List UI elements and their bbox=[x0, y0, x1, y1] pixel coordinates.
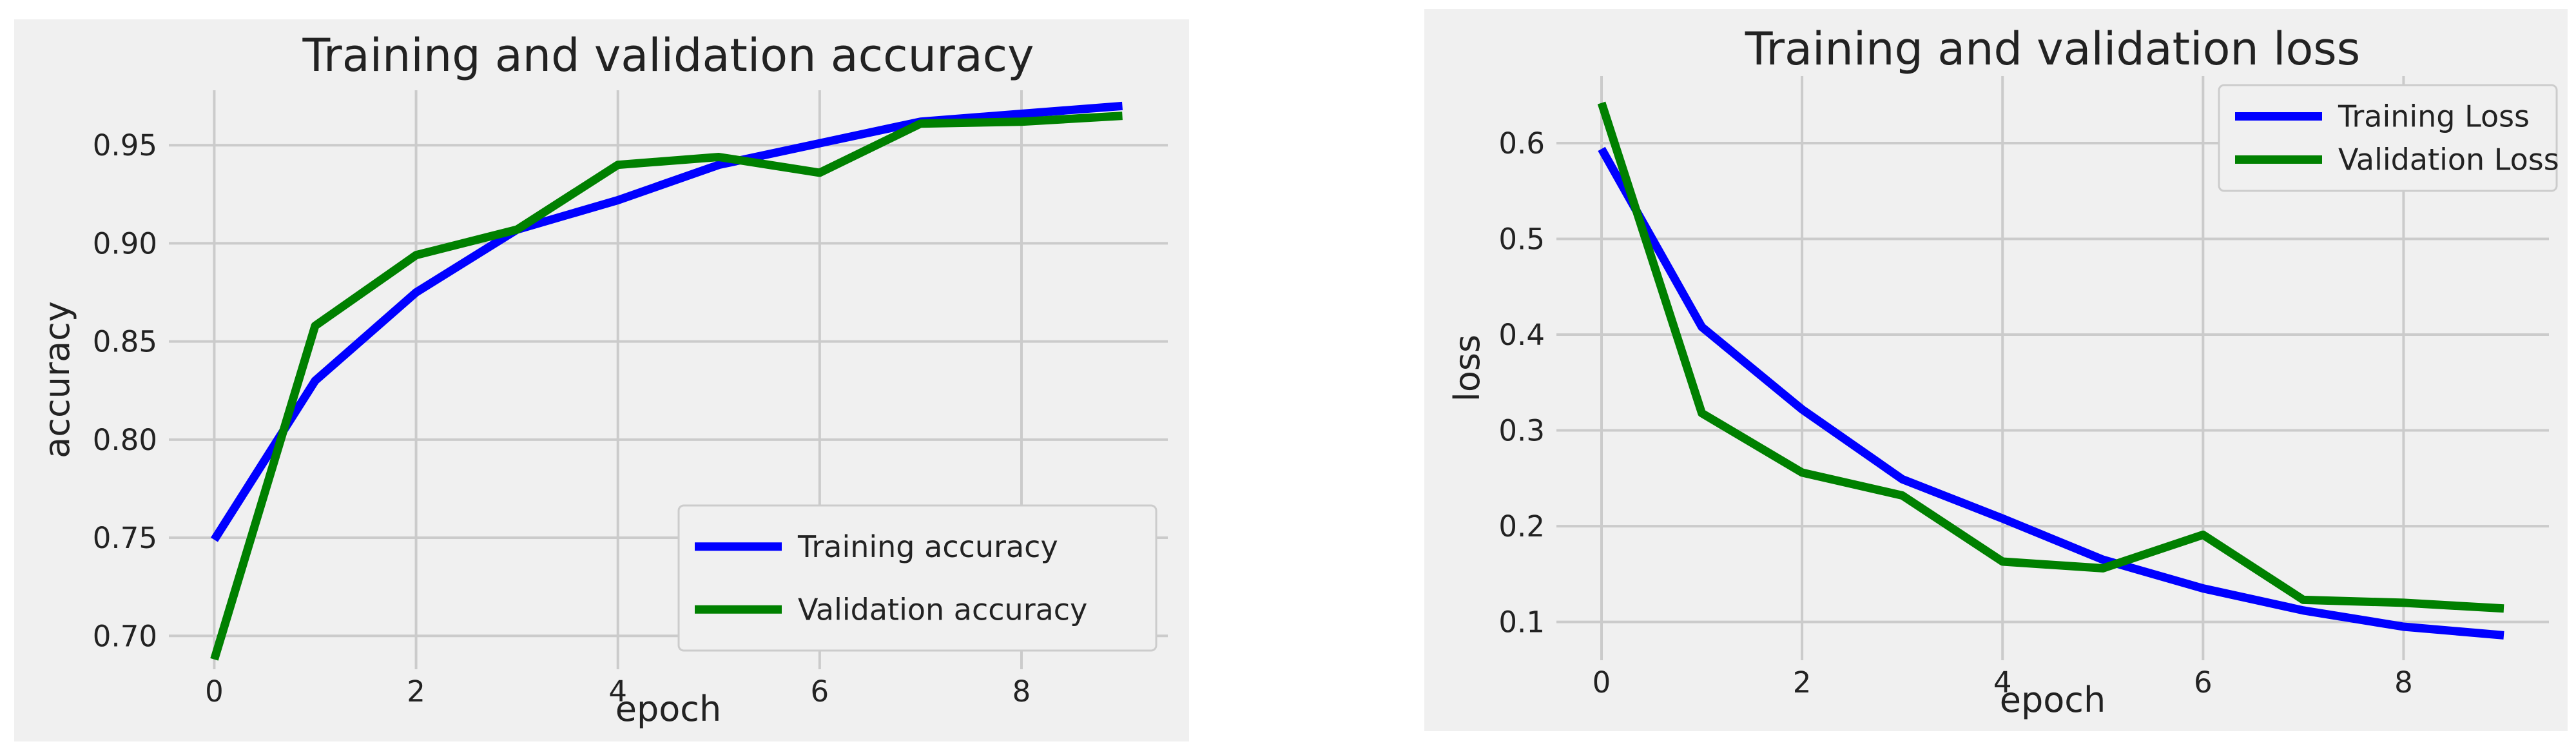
legend-label: Validation Loss bbox=[2338, 142, 2559, 177]
y-tick-label: 0.2 bbox=[1498, 509, 1545, 544]
y-tick-label: 0.5 bbox=[1498, 222, 1545, 256]
x-tick-label: 4 bbox=[1993, 665, 2012, 700]
y-tick-label: 0.90 bbox=[93, 226, 157, 260]
x-tick-label: 0 bbox=[205, 674, 224, 709]
series-line-validation-loss bbox=[1597, 101, 2504, 613]
x-axis-label: epoch bbox=[2000, 680, 2106, 720]
series-line-training-loss bbox=[1598, 146, 2504, 640]
chart-title: Training and validation loss bbox=[1745, 23, 2361, 75]
y-tick-label: 0.70 bbox=[93, 619, 157, 653]
y-axis-label: accuracy bbox=[37, 301, 77, 458]
series-line-training-accuracy bbox=[211, 101, 1123, 542]
x-tick-label: 6 bbox=[811, 674, 829, 709]
y-tick-label: 0.75 bbox=[93, 521, 157, 555]
y-tick-label: 0.6 bbox=[1498, 126, 1545, 161]
chart-title: Training and validation accuracy bbox=[302, 29, 1034, 82]
x-tick-label: 0 bbox=[1593, 665, 1611, 700]
legend-box bbox=[2218, 84, 2558, 192]
y-tick-label: 0.3 bbox=[1498, 414, 1545, 448]
legend-label: Training accuracy bbox=[797, 529, 1058, 564]
loss-chart-panel: 0 2 4 6 8 0.1 0.2 0.3 0.4 0.5 0.6 Training and vali… bbox=[1424, 9, 2568, 731]
x-tick-label: 2 bbox=[407, 674, 425, 709]
x-tick-label: 2 bbox=[1793, 665, 1812, 700]
y-tick-label: 0.80 bbox=[93, 423, 157, 457]
legend-label: Training Loss bbox=[2338, 99, 2530, 134]
y-tick-label: 0.4 bbox=[1498, 318, 1545, 352]
loss-chart: 0 2 4 6 8 0.1 0.2 0.3 0.4 0.5 0.6 Training and vali… bbox=[1447, 23, 2559, 720]
legend-label: Validation accuracy bbox=[798, 592, 1087, 627]
x-tick-label: 6 bbox=[2194, 665, 2213, 700]
y-tick-label: 0.85 bbox=[93, 325, 157, 359]
series-line-validation-accuracy bbox=[210, 112, 1123, 661]
y-tick-label: 0.95 bbox=[93, 128, 157, 162]
legend-box bbox=[677, 504, 1157, 652]
x-tick-label: 4 bbox=[608, 674, 627, 709]
x-tick-label: 8 bbox=[1012, 674, 1031, 709]
accuracy-chart-panel: 0 2 4 6 8 0.70 0.75 0.80 0.85 0.90 0.95 Training an… bbox=[14, 19, 1189, 741]
x-axis-label: epoch bbox=[615, 689, 721, 729]
accuracy-chart: 0 2 4 6 8 0.70 0.75 0.80 0.85 0.90 0.95 Training an… bbox=[37, 29, 1168, 729]
y-tick-label: 0.1 bbox=[1498, 605, 1545, 640]
y-axis-label: loss bbox=[1447, 335, 1487, 402]
x-tick-label: 8 bbox=[2394, 665, 2413, 700]
